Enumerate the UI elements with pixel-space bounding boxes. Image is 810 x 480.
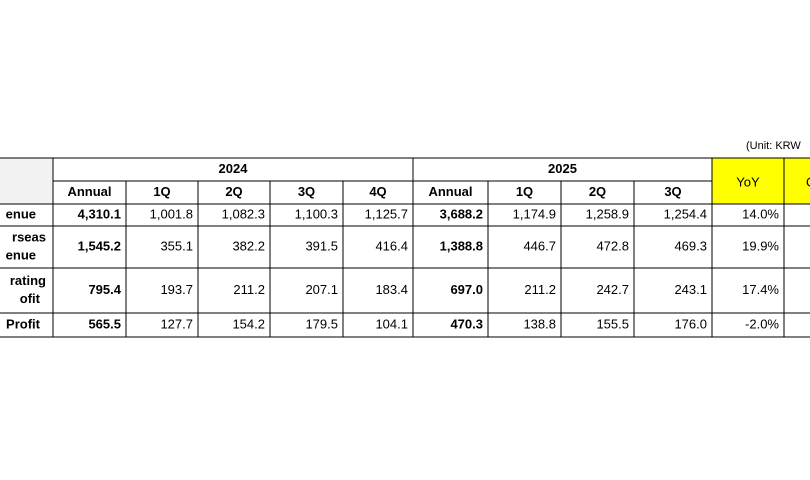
row-label: enue xyxy=(6,206,36,221)
cell-value: 391.5 xyxy=(305,238,338,253)
cell-value: 176.0 xyxy=(674,316,707,331)
column-header: 4Q xyxy=(369,184,386,199)
cell-value: 446.7 xyxy=(523,238,556,253)
cell-value: 1,082.3 xyxy=(222,206,265,221)
row-label: enue xyxy=(6,247,36,262)
column-header: 2Q xyxy=(589,184,606,199)
cell-value: 14.0% xyxy=(742,206,779,221)
cell-value: 472.8 xyxy=(596,238,629,253)
cell-value: 4,310.1 xyxy=(78,206,121,221)
unit-note: (Unit: KRW xyxy=(746,140,801,152)
cell-value: 470.3 xyxy=(450,316,483,331)
cell-value: 1,254.4 xyxy=(664,206,707,221)
cell-value: 243.1 xyxy=(674,282,707,297)
cell-value: 416.4 xyxy=(375,238,408,253)
year-header: 2024 xyxy=(219,161,249,176)
column-header: YoY xyxy=(736,174,760,189)
row-label: ofit xyxy=(20,291,41,306)
column-header: 3Q xyxy=(664,184,681,199)
cell-bg xyxy=(0,158,53,204)
column-header: 2Q xyxy=(225,184,242,199)
cell-value: 697.0 xyxy=(450,282,483,297)
cell-value: 469.3 xyxy=(674,238,707,253)
cell-value: 382.2 xyxy=(232,238,265,253)
row-label: rating xyxy=(10,273,46,288)
cell-value: -2.0% xyxy=(745,316,779,331)
cell-bg xyxy=(712,158,810,204)
cell-value: 155.5 xyxy=(596,316,629,331)
cell-value: 179.5 xyxy=(305,316,338,331)
cell-value: 193.7 xyxy=(160,282,193,297)
cell-value: 1,388.8 xyxy=(440,238,483,253)
year-header: 2025 xyxy=(548,161,577,176)
column-header: Annual xyxy=(67,184,111,199)
row-label: rseas xyxy=(12,229,46,244)
cell-value: 138.8 xyxy=(523,316,556,331)
column-header: 3Q xyxy=(298,184,315,199)
cell-value: 211.2 xyxy=(524,282,556,297)
cell-value: 104.1 xyxy=(375,316,408,331)
cell-value: 1,545.2 xyxy=(78,238,121,253)
cell-value: 154.2 xyxy=(232,316,265,331)
cell-value: 17.4% xyxy=(742,282,779,297)
cell-value: 1,258.9 xyxy=(586,206,629,221)
cell-value: 795.4 xyxy=(88,282,121,297)
cell-value: 242.7 xyxy=(596,282,629,297)
cell-value: 565.5 xyxy=(88,316,121,331)
cell-value: 355.1 xyxy=(160,238,193,253)
cell-value: 19.9% xyxy=(742,238,779,253)
column-header: 1Q xyxy=(153,184,170,199)
cell-value: 211.2 xyxy=(233,282,265,297)
cell-value: 1,001.8 xyxy=(150,206,193,221)
column-header: Q xyxy=(806,174,810,189)
column-header: Annual xyxy=(428,184,472,199)
row-label: Profit xyxy=(6,316,41,331)
cell-value: 207.1 xyxy=(305,282,338,297)
column-header: 1Q xyxy=(516,184,533,199)
cell-value: 1,174.9 xyxy=(513,206,556,221)
cell-value: 1,125.7 xyxy=(365,206,408,221)
cell-value: 183.4 xyxy=(375,282,408,297)
cell-value: 1,100.3 xyxy=(295,206,338,221)
cell-value: 127.7 xyxy=(160,316,193,331)
cell-value: 3,688.2 xyxy=(440,206,483,221)
